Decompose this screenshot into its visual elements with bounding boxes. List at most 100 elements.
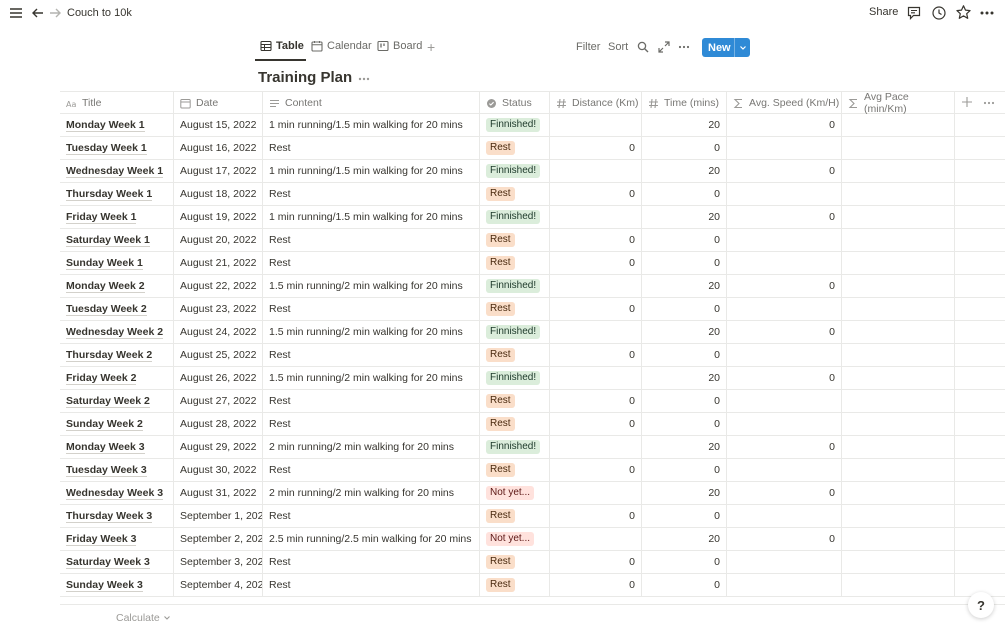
cell-status[interactable]: Rest — [480, 390, 550, 412]
cell-status[interactable]: Rest — [480, 344, 550, 366]
cell-empty[interactable] — [955, 436, 1005, 458]
cell-empty[interactable] — [955, 482, 1005, 504]
cell-time[interactable]: 20 — [642, 114, 727, 136]
view-options-icon[interactable] — [678, 41, 690, 53]
cell-date[interactable]: August 29, 2022 — [174, 436, 263, 458]
cell-time[interactable]: 20 — [642, 528, 727, 550]
cell-time[interactable]: 0 — [642, 505, 727, 527]
cell-speed[interactable] — [727, 574, 842, 596]
column-header-status[interactable]: Status — [480, 92, 550, 114]
cell-title[interactable]: Saturday Week 3 — [60, 551, 174, 573]
cell-content[interactable]: 2.5 min running/2.5 min walking for 20 m… — [263, 528, 480, 550]
column-header-title[interactable]: Aa Title — [60, 92, 174, 114]
cell-distance[interactable] — [550, 206, 642, 228]
cell-pace[interactable] — [842, 275, 955, 297]
table-row[interactable]: Saturday Week 1 August 20, 2022 Rest Rest 0 0 — [60, 229, 1005, 252]
cell-date[interactable]: August 17, 2022 — [174, 160, 263, 182]
cell-time[interactable]: 0 — [642, 459, 727, 481]
cell-empty[interactable] — [955, 252, 1005, 274]
cell-empty[interactable] — [955, 505, 1005, 527]
cell-time[interactable]: 0 — [642, 137, 727, 159]
cell-empty[interactable] — [955, 298, 1005, 320]
cell-pace[interactable] — [842, 298, 955, 320]
cell-content[interactable]: 1 min running/1.5 min walking for 20 min… — [263, 206, 480, 228]
cell-date[interactable]: August 20, 2022 — [174, 229, 263, 251]
cell-status[interactable]: Not yet... — [480, 482, 550, 504]
cell-content[interactable]: 1 min running/1.5 min walking for 20 min… — [263, 160, 480, 182]
cell-content[interactable]: Rest — [263, 413, 480, 435]
cell-speed[interactable]: 0 — [727, 206, 842, 228]
cell-status[interactable]: Rest — [480, 183, 550, 205]
cell-date[interactable]: August 24, 2022 — [174, 321, 263, 343]
cell-time[interactable]: 20 — [642, 321, 727, 343]
table-row[interactable]: Thursday Week 1 August 18, 2022 Rest Rest 0 0 — [60, 183, 1005, 206]
cell-empty[interactable] — [955, 390, 1005, 412]
cell-date[interactable]: September 1, 2022 — [174, 505, 263, 527]
breadcrumb-page-title[interactable]: Couch to 10k — [67, 7, 132, 19]
cell-time[interactable]: 20 — [642, 482, 727, 504]
cell-distance[interactable] — [550, 482, 642, 504]
menu-icon[interactable] — [9, 6, 23, 20]
cell-empty[interactable] — [955, 321, 1005, 343]
table-row[interactable]: Tuesday Week 3 August 30, 2022 Rest Rest 0 0 — [60, 459, 1005, 482]
cell-pace[interactable] — [842, 413, 955, 435]
cell-time[interactable]: 0 — [642, 298, 727, 320]
cell-content[interactable]: 1.5 min running/2 min walking for 20 min… — [263, 321, 480, 343]
add-view-icon[interactable]: + — [427, 39, 436, 55]
expand-icon[interactable] — [658, 41, 670, 53]
cell-time[interactable]: 0 — [642, 183, 727, 205]
cell-date[interactable]: September 2, 2022 — [174, 528, 263, 550]
cell-distance[interactable]: 0 — [550, 390, 642, 412]
cell-time[interactable]: 20 — [642, 367, 727, 389]
cell-content[interactable]: 2 min running/2 min walking for 20 mins — [263, 436, 480, 458]
cell-time[interactable]: 0 — [642, 413, 727, 435]
cell-content[interactable]: Rest — [263, 459, 480, 481]
cell-date[interactable]: August 18, 2022 — [174, 183, 263, 205]
sort-button[interactable]: Sort — [608, 41, 629, 53]
table-row[interactable]: Wednesday Week 3 August 31, 2022 2 min run… — [60, 482, 1005, 505]
cell-time[interactable]: 0 — [642, 229, 727, 251]
cell-status[interactable]: Finnished! — [480, 321, 550, 343]
cell-time[interactable]: 20 — [642, 436, 727, 458]
cell-status[interactable]: Rest — [480, 298, 550, 320]
cell-speed[interactable] — [727, 183, 842, 205]
cell-date[interactable]: August 28, 2022 — [174, 413, 263, 435]
table-row[interactable]: Thursday Week 2 August 25, 2022 Rest Rest 0 0 — [60, 344, 1005, 367]
cell-pace[interactable] — [842, 252, 955, 274]
cell-title[interactable]: Wednesday Week 2 — [60, 321, 174, 343]
cell-distance[interactable]: 0 — [550, 137, 642, 159]
cell-speed[interactable] — [727, 551, 842, 573]
cell-title[interactable]: Sunday Week 3 — [60, 574, 174, 596]
cell-title[interactable]: Wednesday Week 3 — [60, 482, 174, 504]
cell-speed[interactable]: 0 — [727, 160, 842, 182]
table-row[interactable]: Wednesday Week 1 August 17, 2022 1 min run… — [60, 160, 1005, 183]
cell-date[interactable]: August 30, 2022 — [174, 459, 263, 481]
cell-speed[interactable] — [727, 413, 842, 435]
cell-content[interactable]: Rest — [263, 252, 480, 274]
cell-content[interactable]: 1.5 min running/2 min walking for 20 min… — [263, 275, 480, 297]
cell-content[interactable]: 1.5 min running/2 min walking for 20 min… — [263, 367, 480, 389]
cell-title[interactable]: Monday Week 3 — [60, 436, 174, 458]
cell-empty[interactable] — [955, 183, 1005, 205]
cell-status[interactable]: Not yet... — [480, 528, 550, 550]
table-row[interactable]: Monday Week 1 August 15, 2022 1 min runnin… — [60, 114, 1005, 137]
table-row[interactable]: Tuesday Week 2 August 23, 2022 Rest Rest 0 0 — [60, 298, 1005, 321]
cell-time[interactable]: 20 — [642, 275, 727, 297]
tab-board[interactable]: Board — [377, 40, 422, 52]
cell-distance[interactable]: 0 — [550, 574, 642, 596]
cell-pace[interactable] — [842, 367, 955, 389]
cell-distance[interactable]: 0 — [550, 551, 642, 573]
cell-status[interactable]: Rest — [480, 413, 550, 435]
tab-table[interactable]: Table — [260, 40, 304, 52]
cell-speed[interactable] — [727, 137, 842, 159]
cell-date[interactable]: August 27, 2022 — [174, 390, 263, 412]
cell-speed[interactable]: 0 — [727, 436, 842, 458]
table-row[interactable]: Friday Week 3 September 2, 2022 2.5 min ru… — [60, 528, 1005, 551]
cell-title[interactable]: Friday Week 3 — [60, 528, 174, 550]
cell-title[interactable]: Friday Week 2 — [60, 367, 174, 389]
cell-title[interactable]: Friday Week 1 — [60, 206, 174, 228]
cell-pace[interactable] — [842, 321, 955, 343]
cell-empty[interactable] — [955, 114, 1005, 136]
cell-date[interactable]: August 26, 2022 — [174, 367, 263, 389]
cell-speed[interactable] — [727, 229, 842, 251]
